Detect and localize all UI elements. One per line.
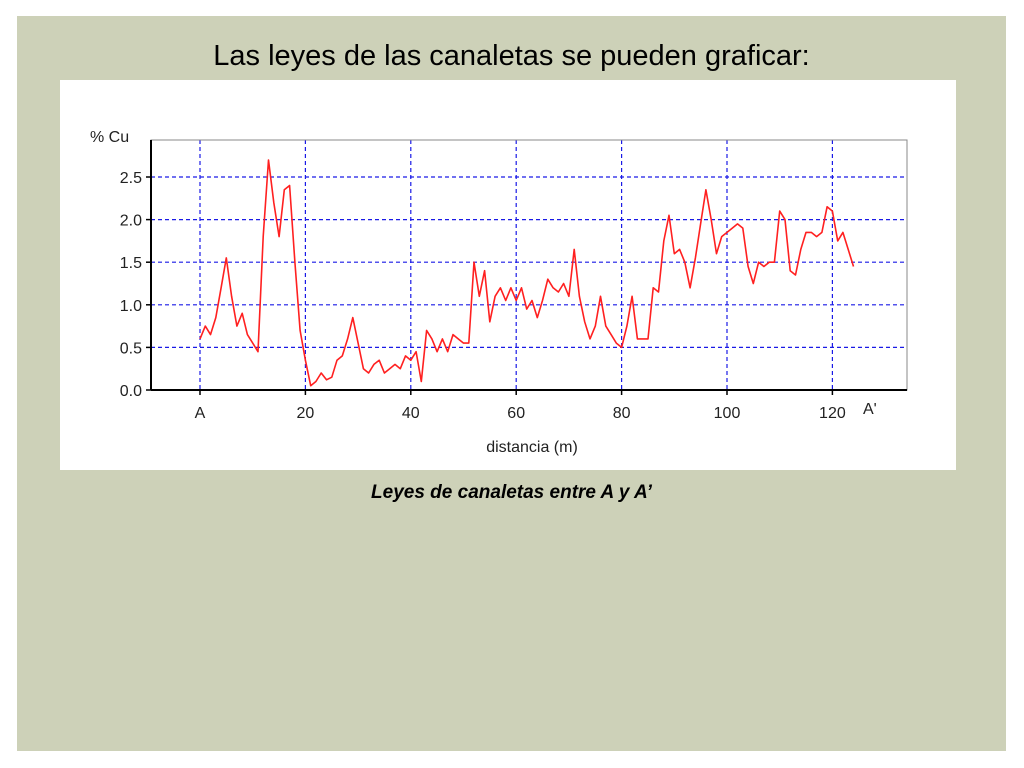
x-tick-label: 120 <box>819 405 846 422</box>
y-tick-label: 0.5 <box>120 340 142 357</box>
y-tick-label: 1.5 <box>120 255 142 272</box>
axes <box>146 139 908 395</box>
x-axis-label: distancia (m) <box>486 439 578 456</box>
y-axis-label: % Cu <box>90 129 129 146</box>
grid-lines <box>151 140 907 390</box>
x-tick-label: 40 <box>402 405 420 422</box>
chart-caption: Leyes de canaletas entre A y A’ <box>371 482 652 503</box>
y-tick-label: 2.5 <box>120 170 142 187</box>
slide-title: Las leyes de las canaletas se pueden gra… <box>213 40 810 72</box>
x-tick-label: 100 <box>714 405 741 422</box>
x-tick-label: 20 <box>297 405 315 422</box>
y-tick-label: 2.0 <box>120 213 142 230</box>
x-end-label: A' <box>863 401 877 418</box>
series-layer <box>199 159 855 387</box>
x-tick-label: A <box>195 405 206 422</box>
labels: 0.0 0.5 1.0 1.5 2.0 2.5 A 20 40 60 80 100 120 A' % Cu d… <box>90 129 877 456</box>
slide: Las leyes de las canaletas se pueden gra… <box>17 16 1006 751</box>
x-tick-label: 60 <box>507 405 525 422</box>
y-tick-label: 0.0 <box>120 383 142 400</box>
x-tick-label: 80 <box>613 405 631 422</box>
series-line-0 <box>199 159 855 387</box>
y-tick-label: 1.0 <box>120 298 142 315</box>
line-chart: 0.0 0.5 1.0 1.5 2.0 2.5 A 20 40 60 80 100 120 A' % Cu d… <box>90 129 908 456</box>
chart-panel: 0.0 0.5 1.0 1.5 2.0 2.5 A 20 40 60 80 100 120 A' % Cu d… <box>60 80 956 470</box>
